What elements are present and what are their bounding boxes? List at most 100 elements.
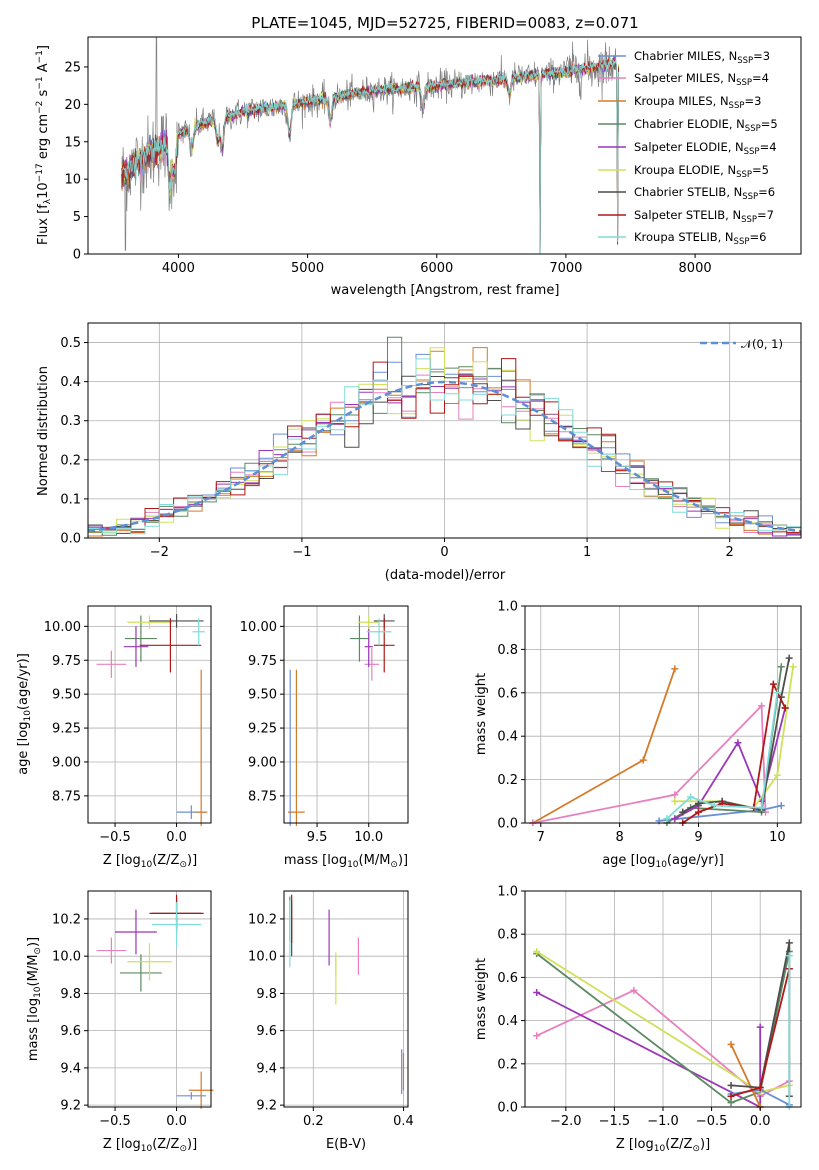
histogram-ytick-label: 0.2 xyxy=(60,453,81,468)
mass-vs-extinction-panel: 0.2 0.4 9.2 9.4 9.6 9.8 10.0 10.2 xyxy=(248,890,414,1129)
mw-vs-age-ytick-label: 0.8 xyxy=(497,643,518,658)
age-vs-mass-point-kroupa-stelib xyxy=(366,618,392,646)
mw-vs-z-marker-salpeter-miles xyxy=(630,986,638,994)
mw-vs-z-ytick-label: 1.0 xyxy=(497,885,518,900)
age-vs-metallicity-panel: −0.5 0.0 8.75 9.00 9.25 9.50 9.75 10.00 xyxy=(44,605,212,845)
spectrum-ytick-label: 25 xyxy=(64,60,81,75)
mw-vs-z-ytick-label: 0.6 xyxy=(497,971,518,986)
spectrum-ytick-label: 10 xyxy=(64,173,81,188)
spectrum-xtick-label: 6000 xyxy=(420,261,453,276)
mass-vs-z-point-kroupa-miles xyxy=(188,1071,214,1109)
age-vs-z-xtick-label: −0.5 xyxy=(99,830,131,845)
mass-weight-vs-age-panel: 7 8 9 10 0.0 0.2 0.4 0.6 0.8 1.0 xyxy=(497,600,802,846)
mass-vs-z-grid xyxy=(88,891,211,1107)
spectrum-x-label: wavelength [Angstrom, rest frame] xyxy=(331,283,560,298)
mass-vs-z-y-label: mass [log10(M/M⊙)] xyxy=(26,937,43,1061)
mw-vs-age-ytick-label: 0.2 xyxy=(497,773,518,788)
observed-spectrum-line xyxy=(121,37,619,254)
histogram-ytick-label: 0.3 xyxy=(60,414,81,429)
mw-vs-age-marker-salpeter-elodie xyxy=(671,815,679,823)
age-vs-z-point-kroupa-elodie xyxy=(127,615,172,630)
mass-vs-z-ytick-label: 9.2 xyxy=(60,1099,81,1114)
histogram-ytick-label: 0.0 xyxy=(60,532,81,547)
mw-vs-z-xtick-label: 0.0 xyxy=(750,1114,771,1129)
age-vs-z-ticks: −0.5 0.0 8.75 9.00 9.25 9.50 9.75 10.00 xyxy=(44,620,187,845)
legend-entry-1: Salpeter MILES, NSSP=4 xyxy=(598,71,769,88)
mass-vs-z-point-salpeter-miles xyxy=(96,937,127,964)
mw-vs-age-marker-kroupa-stelib xyxy=(773,689,781,697)
mw-vs-age-marker-salpeter-elodie xyxy=(734,739,742,747)
age-vs-mass-ytick-label: 9.75 xyxy=(248,654,277,669)
age-vs-z-xtick-label: 0.0 xyxy=(166,830,187,845)
model-spectrum-kroupa-stelib xyxy=(121,57,619,254)
mw-vs-z-marker-salpeter-elodie xyxy=(533,989,541,997)
mass-vs-ebv-ytick-label: 10.2 xyxy=(248,912,277,927)
mw-vs-age-marker-kroupa-stelib xyxy=(710,802,718,810)
mw-vs-z-ytick-label: 0.4 xyxy=(497,1014,518,1029)
mw-vs-age-marker-chabrier-stelib xyxy=(679,808,687,816)
age-vs-z-marks xyxy=(96,614,208,826)
mw-vs-z-marker-chabrier-stelib xyxy=(785,939,793,947)
residual-histogram-panel: −2 −1 0 1 2 0.0 0.1 0.2 0.3 0.4 0.5 (data-model)/e… xyxy=(36,322,802,583)
legend-label-5: Kroupa ELODIE, NSSP=5 xyxy=(634,163,769,180)
mw-vs-z-line-chabrier-elodie xyxy=(536,951,791,1104)
histogram-step-kroupa-stelib xyxy=(88,358,801,535)
age-vs-mass-ytick-label: 10.00 xyxy=(240,620,277,635)
age-vs-mass-x-label: mass [log10(M/M⊙)] xyxy=(284,853,408,870)
legend-entry-4: Salpeter ELODIE, NSSP=4 xyxy=(598,140,777,157)
legend-entry-2: Kroupa MILES, NSSP=3 xyxy=(598,94,761,111)
mw-vs-age-marker-salpeter-stelib xyxy=(694,808,702,816)
age-vs-z-y-label: age [log10(age/yr)] xyxy=(16,653,33,775)
mw-vs-z-marker-salpeter-stelib xyxy=(727,1092,735,1100)
age-vs-mass-point-kroupa-elodie xyxy=(358,615,380,630)
mw-vs-z-ytick-label: 0.0 xyxy=(497,1101,518,1116)
mw-vs-age-ytick-label: 0.6 xyxy=(497,686,518,701)
age-vs-z-point-chabrier-stelib xyxy=(149,614,204,628)
mw-vs-age-y-label: mass weight xyxy=(474,673,489,755)
legend-label-4: Salpeter ELODIE, NSSP=4 xyxy=(634,140,777,157)
mw-vs-age-marker-kroupa-elodie xyxy=(789,663,797,671)
mw-vs-z-ytick-label: 0.2 xyxy=(497,1057,518,1072)
mw-vs-z-marker-kroupa-stelib xyxy=(785,952,793,960)
mass-vs-ebv-marks xyxy=(289,894,405,1094)
age-vs-mass-ytick-label: 9.25 xyxy=(248,722,277,737)
legend-label-3: Chabrier ELODIE, NSSP=5 xyxy=(634,117,778,134)
mw-vs-age-marker-chabrier-elodie xyxy=(777,663,785,671)
mw-vs-z-marker-chabrier-elodie xyxy=(727,1099,735,1107)
spectrum-ytick-label: 5 xyxy=(73,210,81,225)
spectrum-frame xyxy=(87,36,802,255)
mw-vs-age-marker-salpeter-stelib xyxy=(781,704,789,712)
mass-vs-ebv-xtick-label: 0.4 xyxy=(393,1114,414,1129)
legend-label-8: Kroupa STELIB, NSSP=6 xyxy=(634,230,766,247)
histogram-xtick-label: −2 xyxy=(150,545,169,560)
spectrum-xtick-label: 5000 xyxy=(291,261,324,276)
mw-vs-z-marker-salpeter-miles xyxy=(533,1032,541,1040)
mass-vs-ebv-ytick-label: 9.8 xyxy=(256,987,277,1002)
histogram-ytick-label: 0.1 xyxy=(60,492,81,507)
legend-label-6: Chabrier STELIB, NSSP=6 xyxy=(634,185,775,202)
legend-entry-8: Kroupa STELIB, NSSP=6 xyxy=(598,230,766,247)
mw-vs-age-marker-kroupa-stelib xyxy=(663,815,671,823)
legend-label-1: Salpeter MILES, NSSP=4 xyxy=(634,71,769,88)
mass-vs-z-point-kroupa-elodie xyxy=(127,943,172,981)
mw-vs-age-marker-kroupa-stelib xyxy=(758,804,766,812)
mw-vs-age-xtick-label: 8 xyxy=(615,830,623,845)
spectrum-ticks: 4000 5000 6000 7000 8000 0 5 10 15 20 25 xyxy=(64,60,711,276)
mw-vs-age-grid xyxy=(525,605,801,824)
mw-vs-age-xtick-label: 9 xyxy=(694,830,702,845)
legend-label-2: Kroupa MILES, NSSP=3 xyxy=(634,94,761,111)
age-vs-mass-marks xyxy=(288,614,395,826)
legend-label-0: Chabrier MILES, NSSP=3 xyxy=(634,49,770,66)
mw-vs-age-marker-chabrier-stelib xyxy=(694,799,702,807)
mass-vs-z-marks xyxy=(96,894,214,1109)
mw-vs-age-frame xyxy=(524,605,802,824)
mw-vs-age-marker-kroupa-stelib xyxy=(687,793,695,801)
mw-vs-age-ticks: 7 8 9 10 0.0 0.2 0.4 0.6 0.8 1.0 xyxy=(497,600,785,846)
histogram-plot-area xyxy=(87,336,802,537)
mass-vs-z-x-label: Z [log10(Z/Z⊙)] xyxy=(103,1137,197,1154)
mass-vs-z-point-chabrier-elodie xyxy=(119,954,162,992)
age-vs-mass-ticks: 9.5 10.0 8.75 9.00 9.25 9.50 9.75 10.00 xyxy=(240,620,383,845)
mw-vs-z-marker-salpeter-elodie xyxy=(756,1023,764,1031)
mw-vs-age-x-label: age [log10(age/yr)] xyxy=(602,853,724,870)
